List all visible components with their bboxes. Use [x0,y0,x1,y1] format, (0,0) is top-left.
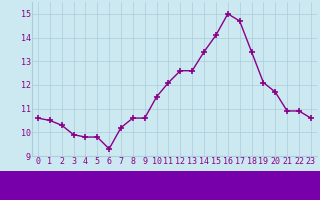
X-axis label: Windchill (Refroidissement éolien,°C): Windchill (Refroidissement éolien,°C) [75,178,274,186]
